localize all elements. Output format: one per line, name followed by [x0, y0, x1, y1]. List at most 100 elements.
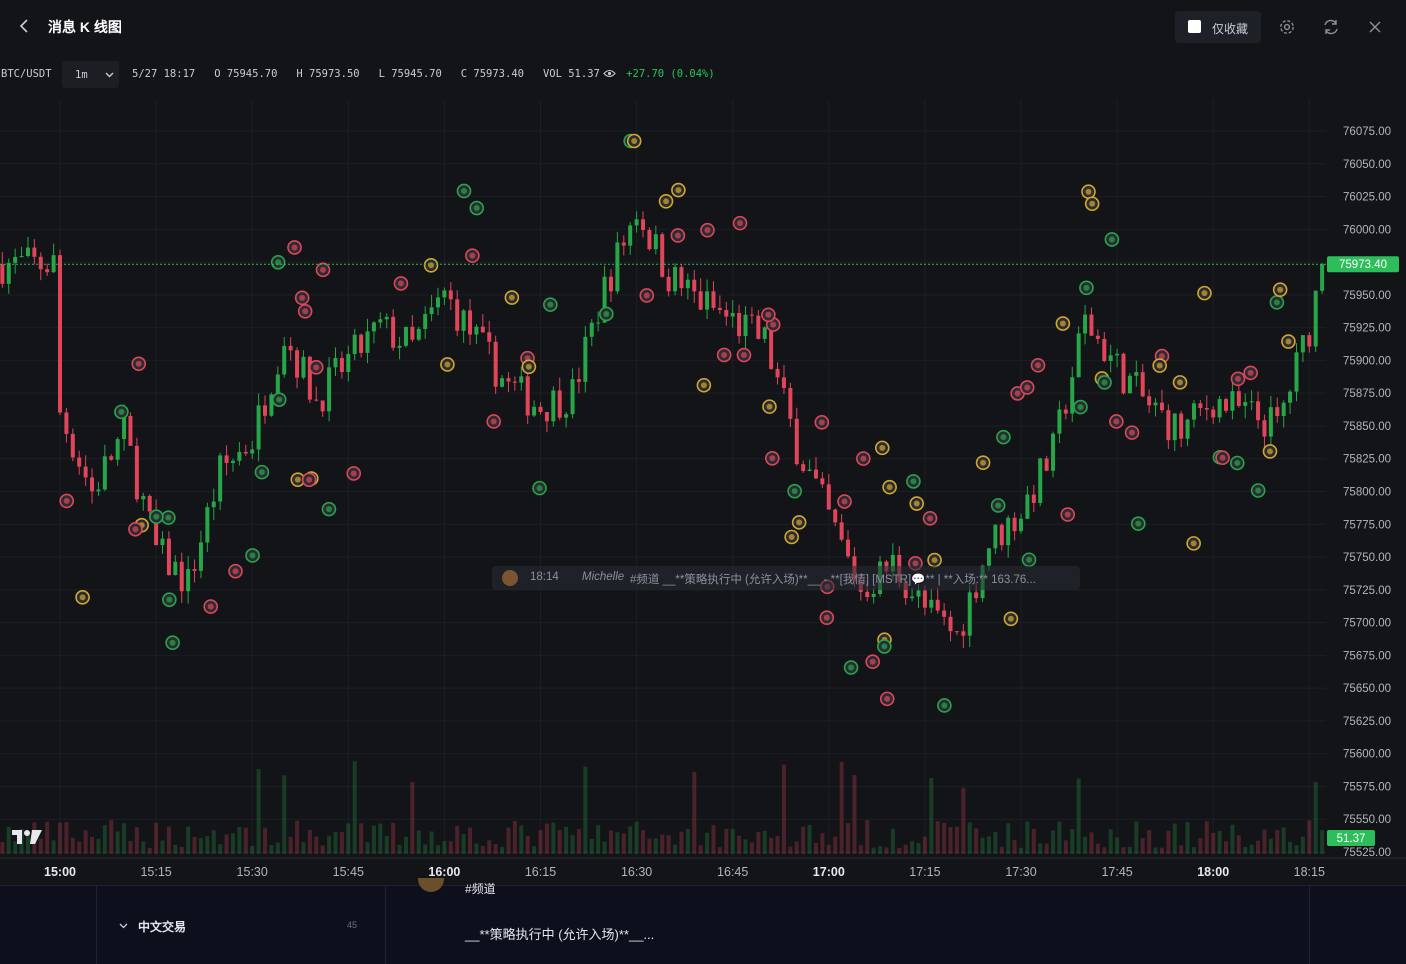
candle	[90, 477, 95, 492]
candle	[1288, 391, 1293, 403]
refresh-icon[interactable]	[1321, 17, 1341, 37]
channel-group-title[interactable]: 中文交易	[138, 920, 187, 934]
volume-bar	[1236, 835, 1241, 854]
candle	[128, 415, 133, 446]
volume-bar	[794, 841, 799, 854]
candle	[359, 334, 364, 353]
volume-bar	[102, 825, 107, 854]
message-marker-dot	[769, 455, 776, 462]
volume-bar	[1076, 778, 1081, 854]
volume-bar	[660, 834, 665, 854]
volume-bar	[525, 835, 530, 854]
volume-bar	[51, 840, 56, 854]
favorites-only-toggle[interactable]: 仅收藏	[1175, 11, 1261, 43]
candle	[961, 631, 966, 636]
tradingview-logo	[12, 830, 42, 844]
candle	[314, 399, 319, 401]
message-marker-dot	[166, 596, 173, 603]
x-tick-label: 15:30	[237, 865, 268, 879]
volume-bar	[826, 844, 831, 854]
candle	[679, 267, 684, 289]
volume-bar	[1179, 845, 1184, 854]
volume-bar	[602, 841, 607, 854]
y-tick-label: 75775.00	[1343, 519, 1391, 531]
message-marker-dot	[525, 363, 532, 370]
volume-bar	[852, 775, 857, 854]
message-text[interactable]: __**策略执行中 (允许入场)**__...	[465, 927, 655, 942]
candle	[1134, 372, 1139, 376]
close-icon[interactable]	[1365, 17, 1385, 37]
volume-bar	[1243, 846, 1248, 854]
volume-bar	[90, 836, 95, 854]
volume-bar	[890, 828, 895, 854]
candle	[544, 412, 549, 422]
candle	[179, 561, 184, 592]
message-marker-dot	[1234, 375, 1241, 382]
candle	[307, 356, 312, 400]
open-value: O 75945.70	[214, 68, 278, 80]
message-marker-dot	[153, 513, 160, 520]
gear-icon[interactable]	[1277, 17, 1297, 37]
candle	[820, 478, 825, 485]
y-tick-label: 75950.00	[1343, 290, 1391, 302]
candle	[608, 276, 613, 292]
volume-bar	[435, 845, 440, 854]
candle	[416, 328, 421, 340]
chevron-down-icon[interactable]	[119, 921, 128, 930]
favorites-checkbox[interactable]	[1188, 20, 1201, 33]
volume-bar	[737, 835, 742, 854]
volume-bar	[487, 840, 492, 854]
candle	[538, 406, 543, 413]
candle	[954, 631, 959, 633]
candle	[1243, 402, 1248, 406]
volume-bar	[230, 833, 235, 854]
volume-bar	[173, 844, 178, 854]
candle	[647, 229, 652, 250]
chevron-down-icon	[105, 72, 114, 78]
message-marker-dot	[927, 515, 934, 522]
candle	[865, 591, 870, 597]
volume-bar	[801, 826, 806, 854]
candle	[564, 414, 569, 418]
volume-bar	[1307, 820, 1312, 854]
volume-bar	[685, 828, 690, 854]
message-marker-dot	[444, 361, 451, 368]
candle	[198, 542, 203, 571]
message-marker-dot	[1113, 418, 1120, 425]
volume-bar	[1249, 844, 1254, 854]
candle	[660, 234, 665, 277]
volume-bar	[307, 829, 312, 854]
volume-bar	[1153, 847, 1158, 854]
candle	[628, 225, 633, 246]
candle	[1070, 377, 1075, 414]
candle	[749, 314, 754, 316]
candle	[717, 307, 722, 311]
last-volume-label: 51.37	[1337, 833, 1366, 845]
chevron-left-icon[interactable]	[16, 17, 34, 35]
volume-bar	[371, 825, 376, 854]
candle	[410, 326, 415, 340]
candle	[807, 469, 812, 471]
candle	[1166, 410, 1171, 441]
volume-bar	[922, 836, 927, 854]
candle	[929, 599, 934, 608]
message-marker-dot	[765, 311, 772, 318]
message-marker-dot	[796, 519, 803, 526]
message-channel: #频道	[465, 882, 496, 896]
candle	[1012, 517, 1017, 532]
candlestick-chart[interactable]: 76075.0076050.0076025.0076000.0075975.00…	[0, 100, 1406, 885]
candle	[1224, 399, 1229, 411]
candle	[96, 489, 101, 492]
low-value: L 75945.70	[378, 68, 442, 80]
interval-select[interactable]: 1m	[62, 61, 119, 88]
volume-bar	[237, 826, 242, 854]
last-volume-badge	[1327, 830, 1375, 846]
volume-value: VOL 51.37	[542, 68, 600, 80]
volume-bar	[935, 821, 940, 854]
candle	[615, 242, 620, 292]
interval-value: 1m	[75, 69, 88, 81]
volume-bar	[807, 824, 812, 854]
message-marker-dot	[674, 232, 681, 239]
eye-icon[interactable]	[603, 69, 616, 78]
message-marker-dot	[823, 614, 830, 621]
